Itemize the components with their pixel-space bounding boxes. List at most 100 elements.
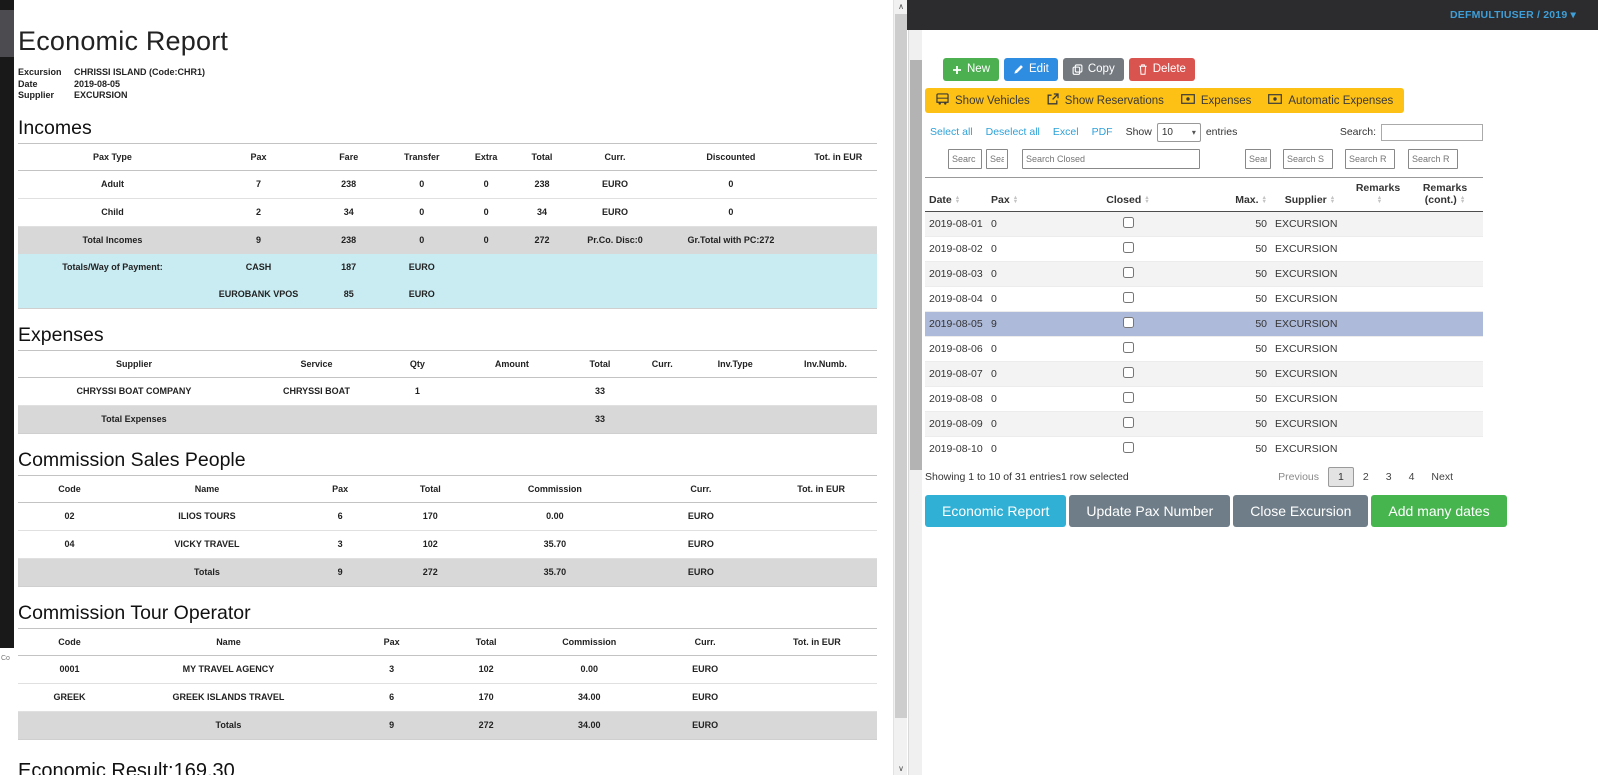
- entries-per-page-select[interactable]: 10 ▾: [1156, 122, 1201, 142]
- table-row[interactable]: 2019-08-04 0 50 EXCURSION: [925, 286, 1483, 312]
- select-all-link[interactable]: Select all: [930, 126, 973, 138]
- page-item[interactable]: 4: [1408, 471, 1415, 483]
- page-item[interactable]: 1: [1328, 467, 1354, 487]
- table-footer: Showing 1 to 10 of 31 entries 1 row selec…: [925, 467, 1483, 487]
- closed-checkbox[interactable]: [1122, 292, 1134, 303]
- closed-checkbox[interactable]: [1122, 267, 1134, 278]
- cell-pax: 0: [987, 411, 1049, 437]
- table-row[interactable]: 2019-08-10 0 50 EXCURSION: [925, 436, 1483, 461]
- report-column-header: Tot. in EUR: [799, 143, 877, 171]
- table-row[interactable]: 2019-08-08 0 50 EXCURSION: [925, 386, 1483, 412]
- closed-checkbox[interactable]: [1122, 392, 1134, 403]
- dates-table-body: 2019-08-01 0 50 EXCURSION 2019-08-02 0 5…: [925, 211, 1483, 461]
- crud-toolbar: New Edit Copy Delete: [943, 58, 1483, 81]
- table-row[interactable]: 2019-08-09 0 50 EXCURSION: [925, 411, 1483, 437]
- background-window-edge: [0, 0, 14, 648]
- background-window-edge-highlight: [0, 10, 14, 57]
- table-row[interactable]: 2019-08-02 0 50 EXCURSION: [925, 236, 1483, 262]
- column-header[interactable]: Remarks (cont.) ▲ ▼: [1407, 177, 1483, 212]
- right-panel-scrollbar[interactable]: [908, 30, 922, 775]
- scroll-down-arrow[interactable]: ∨: [898, 764, 904, 773]
- cell-supplier: EXCURSION: [1271, 236, 1349, 262]
- expenses-button[interactable]: Expenses: [1180, 94, 1251, 107]
- delete-button[interactable]: Delete: [1128, 58, 1195, 81]
- economic-report-button[interactable]: Economic Report: [925, 495, 1067, 527]
- external-link-icon: [1047, 93, 1059, 108]
- filter-pax-input[interactable]: [986, 149, 1008, 169]
- cell-pax: 0: [987, 361, 1049, 387]
- column-header[interactable]: Supplier ▲ ▼: [1271, 177, 1349, 212]
- scroll-up-arrow[interactable]: ∧: [898, 2, 904, 11]
- closed-checkbox[interactable]: [1122, 317, 1134, 328]
- table-row[interactable]: 2019-08-05 9 50 EXCURSION: [925, 311, 1483, 337]
- column-header[interactable]: Remarks ▲ ▼: [1349, 177, 1407, 212]
- commission-sales-table: Code Name Pax Total Commission Curr. Tot. in E…: [18, 474, 877, 587]
- filter-closed-input[interactable]: [1022, 149, 1200, 169]
- bottom-action-buttons: Economic Report Update Pax Number Close …: [925, 495, 1507, 527]
- column-header[interactable]: Date ▲ ▼: [925, 177, 987, 212]
- cell-remarks: [1349, 211, 1407, 237]
- report-scrollbar-thumb[interactable]: [895, 14, 907, 718]
- user-menu[interactable]: DEFMULTIUSER / 2019 ▾: [1450, 9, 1576, 21]
- cell-closed: [1049, 336, 1207, 362]
- report-column-header: Extra: [456, 143, 517, 171]
- closed-checkbox[interactable]: [1122, 342, 1134, 353]
- cell-remarks: [1349, 261, 1407, 287]
- page-item[interactable]: Next: [1431, 471, 1453, 483]
- closed-checkbox[interactable]: [1122, 217, 1134, 228]
- add-many-dates-button[interactable]: Add many dates: [1371, 495, 1507, 527]
- filter-date-input[interactable]: [948, 149, 982, 169]
- chevron-down-icon: ▾: [1191, 127, 1196, 137]
- search-input[interactable]: [1381, 123, 1483, 141]
- closed-checkbox[interactable]: [1122, 417, 1134, 428]
- filter-remarks-input[interactable]: [1345, 149, 1395, 169]
- page-item[interactable]: Previous: [1278, 471, 1320, 483]
- deselect-all-link[interactable]: Deselect all: [985, 126, 1040, 138]
- table-row[interactable]: 2019-08-03 0 50 EXCURSION: [925, 261, 1483, 287]
- table-row[interactable]: 2019-08-01 0 50 EXCURSION: [925, 211, 1483, 237]
- column-header[interactable]: Pax ▲ ▼: [987, 177, 1049, 212]
- incomes-heading: Incomes: [18, 116, 92, 139]
- cell-remarks-cont: [1407, 386, 1483, 412]
- pdf-export-link[interactable]: PDF: [1091, 126, 1113, 138]
- page-item[interactable]: 2: [1362, 471, 1369, 483]
- closed-checkbox[interactable]: [1122, 367, 1134, 378]
- copy-button[interactable]: Copy: [1062, 58, 1124, 81]
- filter-supplier-input[interactable]: [1283, 149, 1333, 169]
- automatic-expenses-button[interactable]: Automatic Expenses: [1268, 94, 1393, 107]
- closed-checkbox[interactable]: [1122, 442, 1134, 453]
- right-scrollbar-thumb[interactable]: [910, 60, 922, 470]
- rows-selected-info: 1 row selected: [1061, 471, 1129, 483]
- table-row[interactable]: 2019-08-07 0 50 EXCURSION: [925, 361, 1483, 387]
- excel-export-link[interactable]: Excel: [1052, 126, 1079, 138]
- cell-closed: [1049, 411, 1207, 437]
- cell-closed: [1049, 236, 1207, 262]
- filter-remarks-cont-input[interactable]: [1408, 149, 1458, 169]
- show-vehicles-button[interactable]: Show Vehicles: [936, 93, 1030, 108]
- meta-value: EXCURSION: [74, 90, 128, 100]
- closed-checkbox[interactable]: [1122, 242, 1134, 253]
- close-excursion-button[interactable]: Close Excursion: [1233, 495, 1369, 527]
- filter-max-input[interactable]: [1245, 149, 1271, 169]
- show-reservations-label: Show Reservations: [1064, 94, 1164, 107]
- table-row[interactable]: 2019-08-06 0 50 EXCURSION: [925, 336, 1483, 362]
- payment-row: EUROBANK VPOS 85 EURO: [18, 280, 877, 308]
- report-column-header: Fare: [310, 143, 388, 171]
- report-column-header: Tot. in EUR: [756, 628, 877, 656]
- show-reservations-button[interactable]: Show Reservations: [1047, 93, 1164, 108]
- update-pax-number-button[interactable]: Update Pax Number: [1069, 495, 1231, 527]
- report-total-row: Total Incomes 9 238 0 0 272 Pr.Co. Disc:0 Gr.To…: [18, 225, 877, 254]
- column-header[interactable]: Max. ▲ ▼: [1207, 177, 1271, 212]
- cell-max: 50: [1207, 436, 1271, 461]
- new-button[interactable]: New: [943, 58, 1000, 81]
- report-column-header: Total: [572, 350, 628, 378]
- edit-button[interactable]: Edit: [1004, 58, 1058, 81]
- report-column-header: Curr.: [653, 628, 757, 656]
- page-item[interactable]: 3: [1385, 471, 1392, 483]
- report-panel-scrollbar[interactable]: ∧ ∨: [893, 0, 907, 775]
- cell-remarks: [1349, 311, 1407, 337]
- cell-remarks-cont: [1407, 436, 1483, 461]
- meta-label: Excursion: [18, 67, 62, 77]
- column-header[interactable]: Closed ▲ ▼: [1049, 177, 1207, 212]
- excursion-dates-table: Date ▲ ▼ Pax ▲ ▼ Closed ▲ ▼ Max. ▲ ▼ Supplier ▲ ▼ …: [925, 177, 1483, 461]
